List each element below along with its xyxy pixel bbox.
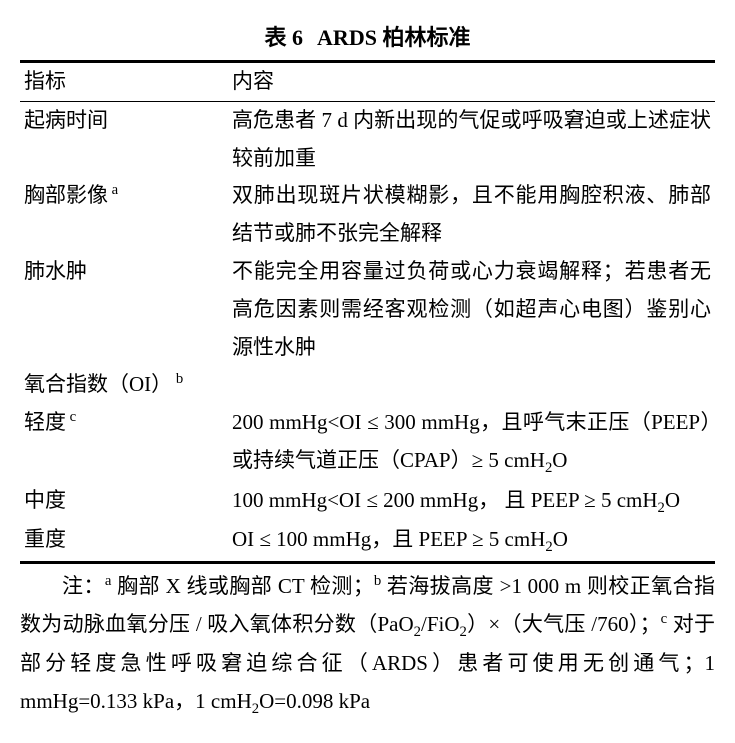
row-content: OI ≤ 100 mmHg，且 PEEP ≥ 5 cmH2O [228,521,715,562]
footnote: 注：a 胸部 X 线或胸部 CT 检测；b 若海拔高度 >1 000 m 则校正… [20,568,715,723]
table-row: 氧合指数（OI） b [20,366,715,404]
row-indicator: 起病时间 [20,101,228,177]
row-content [228,366,715,404]
table-row: 肺水肿不能完全用容量过负荷或心力衰竭解释；若患者无高危因素则需经客观检测（如超声… [20,253,715,366]
row-content: 高危患者 7 d 内新出现的气促或呼吸窘迫或上述症状较前加重 [228,101,715,177]
table-number: 表 6 [265,25,304,50]
table-row: 胸部影像 a双肺出现斑片状模糊影，且不能用胸腔积液、肺部结节或肺不张完全解释 [20,177,715,253]
row-indicator: 肺水肿 [20,253,228,366]
table-body: 起病时间高危患者 7 d 内新出现的气促或呼吸窘迫或上述症状较前加重胸部影像 a… [20,101,715,562]
superscript-marker: c [66,409,76,425]
row-indicator: 中度 [20,482,228,522]
table-row: 中度100 mmHg<OI ≤ 200 mmHg， 且 PEEP ≥ 5 cmH… [20,482,715,522]
table-row: 重度OI ≤ 100 mmHg，且 PEEP ≥ 5 cmH2O [20,521,715,562]
row-content: 200 mmHg<OI ≤ 300 mmHg，且呼气末正压（PEEP）或持续气道… [228,404,715,481]
table-row: 轻度 c200 mmHg<OI ≤ 300 mmHg，且呼气末正压（PEEP）或… [20,404,715,481]
superscript-marker: a [108,182,118,198]
header-indicator: 指标 [20,62,228,102]
superscript-marker: b [172,371,183,387]
table-row: 起病时间高危患者 7 d 内新出现的气促或呼吸窘迫或上述症状较前加重 [20,101,715,177]
table-title: 表 6 ARDS 柏林标准 [20,20,715,52]
header-content: 内容 [228,62,715,102]
row-indicator: 轻度 c [20,404,228,481]
row-content: 双肺出现斑片状模糊影，且不能用胸腔积液、肺部结节或肺不张完全解释 [228,177,715,253]
row-content: 不能完全用容量过负荷或心力衰竭解释；若患者无高危因素则需经客观检测（如超声心电图… [228,253,715,366]
table-caption: ARDS 柏林标准 [317,25,470,50]
row-content: 100 mmHg<OI ≤ 200 mmHg， 且 PEEP ≥ 5 cmH2O [228,482,715,522]
row-indicator: 胸部影像 a [20,177,228,253]
row-indicator: 重度 [20,521,228,562]
criteria-table: 指标 内容 起病时间高危患者 7 d 内新出现的气促或呼吸窘迫或上述症状较前加重… [20,60,715,564]
row-indicator: 氧合指数（OI） b [20,366,228,404]
